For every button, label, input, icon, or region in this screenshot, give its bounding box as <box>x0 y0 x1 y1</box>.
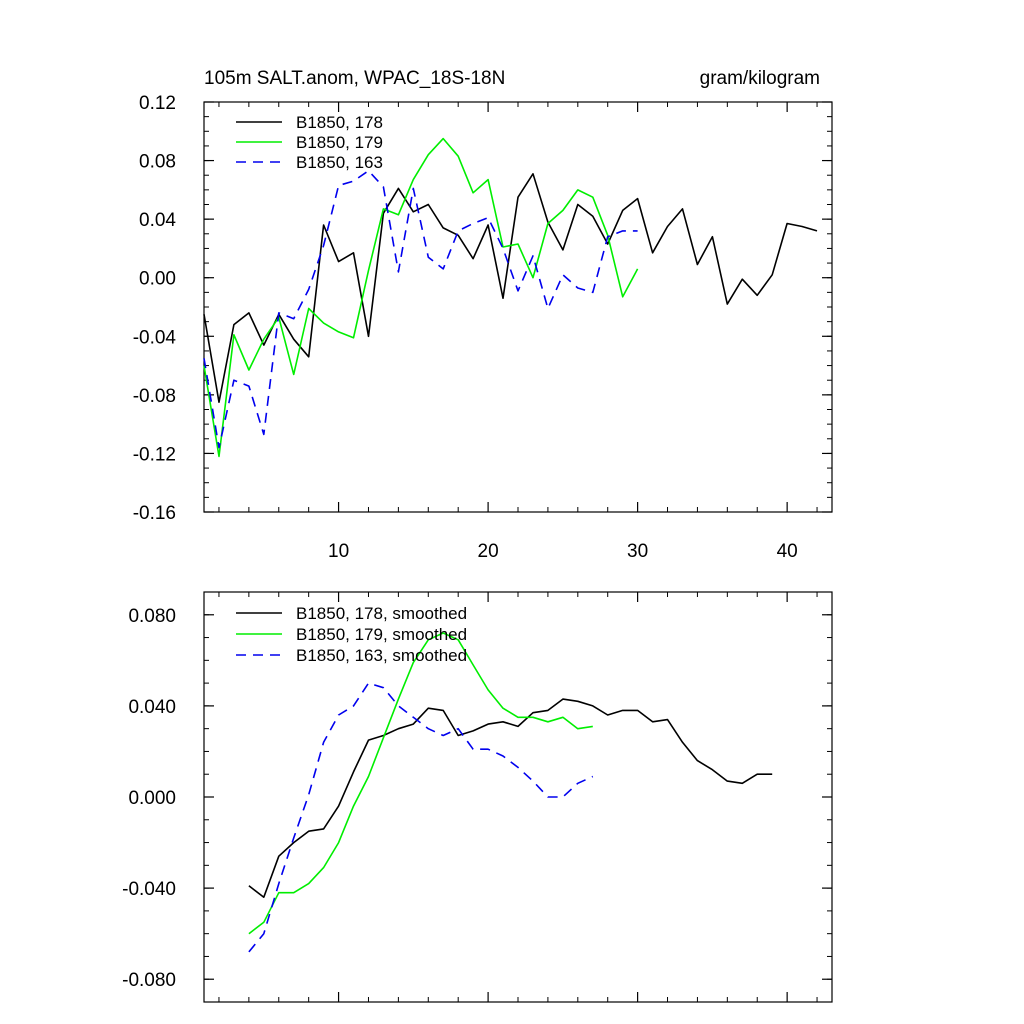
series-line-3 <box>203 170 638 449</box>
y-tick-label: 0.000 <box>128 788 176 809</box>
x-tick-label: 20 <box>478 541 499 562</box>
top-panel: 10 20 30 40 0.12 0.08 0.04 0.00 -0.04 -0.08 -0.12 -… <box>133 68 833 562</box>
y-tick-label: 0.080 <box>128 606 176 627</box>
legend-label: B1850, 178 <box>296 113 383 132</box>
y-tick-label: -0.12 <box>133 444 176 465</box>
y-tick-label: 0.00 <box>139 269 176 290</box>
x-tick-label: 30 <box>627 541 648 562</box>
y-tick-label: -0.16 <box>133 503 176 524</box>
series-line-2 <box>203 137 639 458</box>
legend-label: B1850, 163 <box>296 153 383 172</box>
series-line-1 <box>203 173 818 404</box>
bottom-panel: 0.080 0.040 0.000 -0.040 -0.080 B1850, 178, s… <box>122 591 833 1003</box>
x-tick-label: 40 <box>777 541 798 562</box>
chart-title: 105m SALT.anom, WPAC_18S-18N <box>204 68 505 89</box>
y-tick-label: 0.12 <box>139 93 176 114</box>
y-tick-label: 0.040 <box>128 697 176 718</box>
y-tick-label: 0.08 <box>139 152 176 173</box>
units-label: gram/kilogram <box>700 68 820 89</box>
legend-label: B1850, 163, smoothed <box>296 646 467 665</box>
y-tick-label: -0.040 <box>122 879 176 900</box>
legend-label: B1850, 179 <box>296 133 383 152</box>
legend-label: B1850, 179, smoothed <box>296 625 467 644</box>
y-tick-label: 0.04 <box>139 210 176 231</box>
legend-label: B1850, 178, smoothed <box>296 604 467 623</box>
series-line-1 <box>248 698 773 899</box>
y-tick-label: -0.080 <box>122 970 176 991</box>
series-line-2 <box>248 632 593 935</box>
y-tick-label: -0.08 <box>133 386 176 407</box>
series-line-3 <box>248 682 594 953</box>
y-tick-label: -0.04 <box>133 327 177 348</box>
x-tick-label: 10 <box>328 541 349 562</box>
